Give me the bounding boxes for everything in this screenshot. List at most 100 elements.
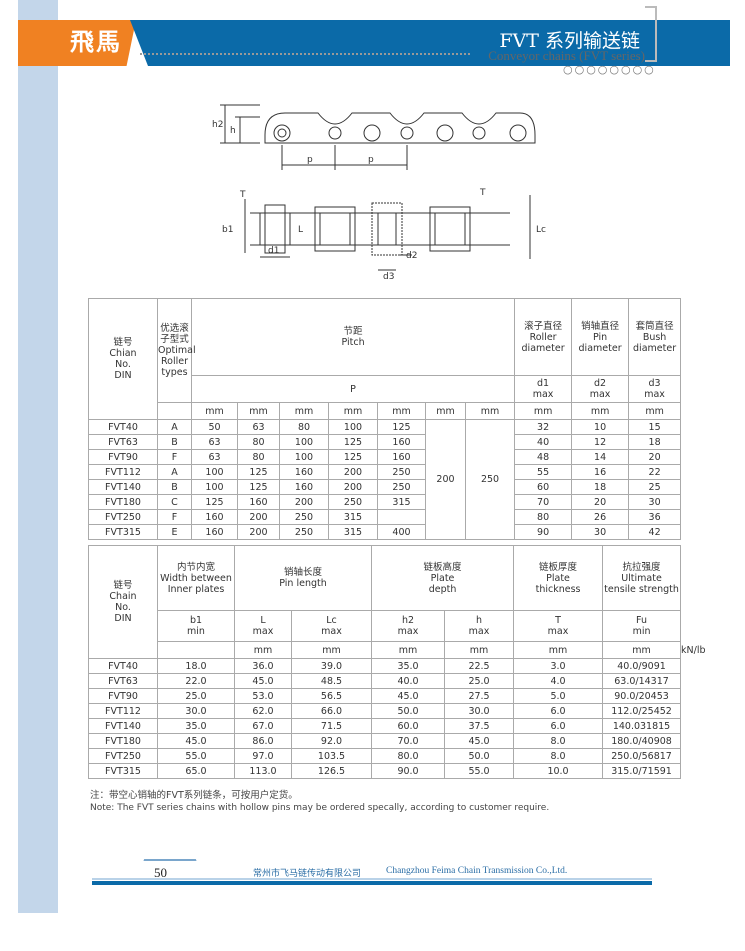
value-cell: 126.5 bbox=[290, 763, 373, 779]
pitch-header: 节距 Pitch bbox=[190, 298, 516, 376]
symbol-header-line: h2 bbox=[401, 615, 415, 626]
dotted-divider bbox=[140, 53, 470, 55]
d1-symbol: d1 max bbox=[514, 375, 573, 403]
value-cell: 315 bbox=[328, 524, 378, 540]
bracket-decoration bbox=[645, 6, 657, 62]
d2-header-line: 销轴直径 bbox=[581, 320, 620, 332]
unit-cell: mm bbox=[571, 402, 630, 420]
d1-symbol-line: d1 bbox=[537, 378, 550, 389]
logo: 飛馬 bbox=[70, 27, 122, 56]
value-cell: 18.0 bbox=[157, 658, 235, 674]
unit-cell: mm bbox=[328, 402, 378, 420]
value-cell: 250 bbox=[328, 494, 378, 510]
symbol-header-line: min bbox=[187, 626, 205, 637]
chain-no-header-line: Chain bbox=[109, 591, 137, 602]
table-row: FVT250 F 160 200 250 315 80 26 36 bbox=[88, 509, 682, 525]
value-cell: 50.0 bbox=[444, 748, 515, 764]
unit-cell: mm bbox=[513, 641, 604, 659]
group-header-line: 抗拉强度 bbox=[622, 561, 661, 573]
symbol-header: b1 min bbox=[157, 610, 235, 642]
value-cell: 112.0/25452 bbox=[602, 703, 682, 719]
label-L: L bbox=[298, 225, 303, 235]
chain-no-header-line: No. bbox=[115, 359, 131, 370]
chain-no-header-line: DIN bbox=[114, 370, 132, 381]
value-cell: 100 bbox=[191, 479, 238, 495]
value-cell: 55.0 bbox=[444, 763, 515, 779]
value-cell: 32 bbox=[514, 419, 573, 435]
value-cell: 80 bbox=[237, 449, 280, 465]
value-cell: 35.0 bbox=[157, 718, 235, 734]
d2-header: 销轴直径 Pin diameter bbox=[571, 298, 630, 376]
value-cell: 6.0 bbox=[513, 718, 604, 734]
symbol-header-line: h bbox=[476, 615, 483, 626]
value-cell: 30 bbox=[571, 524, 630, 540]
value-cell: 113.0 bbox=[234, 763, 292, 779]
value-cell: 37.5 bbox=[444, 718, 515, 734]
group-header-line: Plate bbox=[546, 572, 570, 584]
value-cell: 55.0 bbox=[157, 748, 235, 764]
table-row: FVT40 A 50 63 80 100 125 200 250 32 10 15 bbox=[88, 419, 682, 540]
chain-no-header-line: 链号 bbox=[113, 580, 133, 591]
symbol-header-line: max bbox=[252, 626, 274, 637]
value-cell: 30 bbox=[628, 494, 682, 510]
page-subtitle: Conveyor chains (FVT series) bbox=[488, 48, 645, 63]
value-cell: 67.0 bbox=[234, 718, 292, 734]
value-cell: 140.031815 bbox=[602, 718, 682, 734]
header-row: 链号 Chian No. DIN 优选滚子型式 Optimal Roller types 节距… bbox=[88, 298, 682, 420]
chain-no-cell: FVT315 bbox=[88, 763, 158, 779]
value-cell: 90.0 bbox=[371, 763, 446, 779]
group-header-line: 销轴长度 bbox=[284, 567, 323, 578]
value-cell: 80 bbox=[514, 509, 573, 525]
label-b1: b1 bbox=[222, 225, 233, 235]
value-cell: F bbox=[157, 509, 192, 525]
value-cell: 20 bbox=[628, 449, 682, 465]
value-cell: 160 bbox=[377, 449, 426, 465]
d3-symbol-line: max bbox=[644, 389, 665, 400]
label-T1: T bbox=[239, 190, 246, 200]
logo-banner bbox=[18, 20, 136, 66]
value-cell: 160 bbox=[191, 509, 238, 525]
value-cell: 10.0 bbox=[513, 763, 604, 779]
value-cell: 200 bbox=[237, 509, 280, 525]
value-cell: 90 bbox=[514, 524, 573, 540]
value-cell: 200 bbox=[328, 479, 378, 495]
value-cell: 8.0 bbox=[513, 748, 604, 764]
chain-no-cell: FVT180 bbox=[88, 494, 158, 510]
unit-cell: mm bbox=[514, 402, 573, 420]
value-cell: 125 bbox=[191, 494, 238, 510]
symbol-header-line: max bbox=[547, 626, 569, 637]
d2-symbol: d2 max bbox=[571, 375, 630, 403]
group-header: 抗拉强度 Ultimate tensile strength bbox=[602, 545, 682, 611]
table-row: FVT315 65.0 113.0 126.5 90.0 55.0 10.0 315.0/71… bbox=[88, 763, 682, 779]
chain-no-header: 链号 Chain No. DIN bbox=[88, 545, 158, 659]
label-h2: h2 bbox=[212, 120, 223, 130]
value-cell: 250 bbox=[279, 509, 329, 525]
value-cell: 45.0 bbox=[371, 688, 446, 704]
roller-type-header-line: types bbox=[161, 367, 188, 378]
value-cell: 50.0 bbox=[371, 703, 446, 719]
top-view bbox=[244, 195, 531, 271]
pitch-dimensions-table: 链号 Chian No. DIN 优选滚子型式 Optimal Roller types 节距… bbox=[88, 298, 682, 540]
shared-pitch-cell: 250 bbox=[464, 419, 516, 540]
value-cell: 250 bbox=[279, 524, 329, 540]
value-cell: 55 bbox=[514, 464, 573, 480]
value-cell: B bbox=[157, 479, 192, 495]
value-cell: 70.0 bbox=[371, 733, 446, 749]
pitch-header-line: Pitch bbox=[341, 337, 365, 348]
unit-row: mm mm mm mm mm mm kN/lb bbox=[89, 641, 706, 659]
chain-no-cell: FVT90 bbox=[88, 688, 158, 704]
label-d1: d1 bbox=[268, 246, 279, 256]
value-cell: 92.0 bbox=[290, 733, 373, 749]
value-cell: 315.0/71591 bbox=[602, 763, 682, 779]
side-view bbox=[220, 104, 536, 170]
label-d3: d3 bbox=[383, 272, 394, 282]
chain-no-cell: FVT315 bbox=[88, 524, 158, 540]
chain-no-header-line: DIN bbox=[114, 613, 132, 624]
chain-no-cell: FVT90 bbox=[88, 449, 158, 465]
unit-cell: mm bbox=[371, 641, 446, 659]
value-cell: 63 bbox=[191, 434, 238, 450]
group-header-line: 内节内宽 bbox=[176, 561, 215, 573]
